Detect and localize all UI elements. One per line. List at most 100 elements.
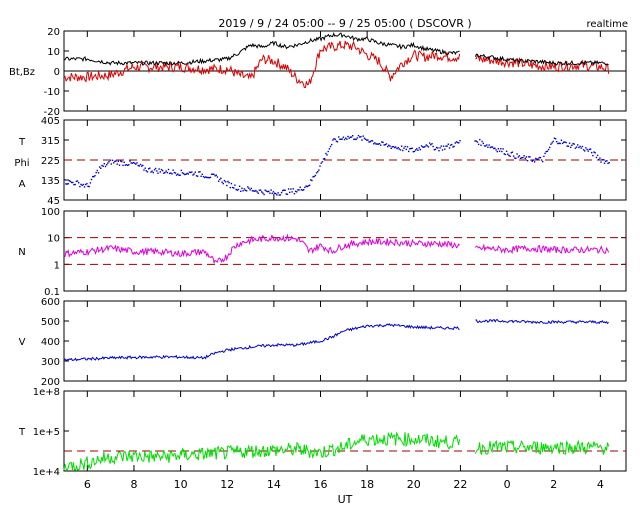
phi-point xyxy=(504,153,507,156)
phi-point xyxy=(544,152,546,155)
phi-point xyxy=(415,149,417,151)
phi-point xyxy=(205,176,207,178)
phi-point xyxy=(607,162,609,165)
phi-point xyxy=(538,156,540,159)
phi-point xyxy=(501,150,503,153)
phi-point xyxy=(241,187,243,189)
phi-point xyxy=(359,136,361,138)
phi-point xyxy=(392,145,395,148)
phi-point xyxy=(593,151,595,153)
y-tick-label: 1e+8 xyxy=(33,387,60,398)
phi-point xyxy=(177,173,179,175)
phi-point xyxy=(67,183,69,185)
phi-point xyxy=(553,137,556,139)
phi-point xyxy=(518,155,521,157)
phi-point xyxy=(515,157,517,160)
phi-point xyxy=(306,185,308,188)
phi-point xyxy=(455,141,458,143)
phi-point xyxy=(439,147,441,149)
phi-point xyxy=(307,185,310,187)
phi-point xyxy=(452,146,454,148)
phi-point xyxy=(137,164,139,167)
phi-point xyxy=(118,164,121,166)
phi-point xyxy=(154,167,157,170)
phi-point xyxy=(192,174,194,176)
phi-point xyxy=(226,184,228,187)
phi-point xyxy=(66,183,68,185)
phi-point xyxy=(83,186,86,188)
phi-point xyxy=(531,160,533,162)
phi-point xyxy=(535,157,537,160)
phi-point xyxy=(381,141,383,143)
phi-point xyxy=(435,146,438,149)
phi-point xyxy=(270,189,272,191)
phi-point xyxy=(567,145,570,147)
phi-point xyxy=(250,187,252,190)
phi-point xyxy=(511,151,514,153)
phi-point xyxy=(104,165,107,168)
phi-point xyxy=(540,159,543,161)
phi-point xyxy=(574,147,577,149)
series-line-v xyxy=(63,318,609,362)
phi-point xyxy=(194,171,196,173)
phi-point xyxy=(596,154,599,157)
phi-point xyxy=(86,182,88,185)
phi-point xyxy=(422,146,424,148)
y-tick-label: -20 xyxy=(44,107,60,118)
phi-point xyxy=(482,142,484,145)
phi-point xyxy=(263,193,265,196)
phi-point xyxy=(374,142,376,144)
phi-point xyxy=(487,146,489,148)
phi-point xyxy=(170,172,172,174)
phi-point xyxy=(603,162,606,164)
phi-point xyxy=(339,138,341,140)
phi-point xyxy=(573,143,575,145)
phi-point xyxy=(477,143,480,146)
y-tick-label: -10 xyxy=(44,87,60,98)
phi-point xyxy=(403,147,405,149)
phi-point xyxy=(187,173,189,175)
phi-point xyxy=(164,171,166,174)
phi-point xyxy=(336,141,339,143)
phi-point xyxy=(458,142,460,144)
phi-point xyxy=(552,140,554,143)
phi-point xyxy=(99,166,101,168)
phi-point xyxy=(384,144,386,146)
phi-point xyxy=(577,144,579,146)
phi-point xyxy=(526,160,529,162)
phi-point xyxy=(363,137,366,139)
phi-point xyxy=(71,181,73,184)
phi-point xyxy=(397,147,399,149)
phi-point xyxy=(158,168,160,170)
phi-point xyxy=(519,157,522,159)
phi-point xyxy=(279,194,282,196)
phi-point xyxy=(298,189,300,191)
phi-point xyxy=(89,182,92,184)
phi-point xyxy=(454,142,456,144)
phi-point xyxy=(545,150,547,153)
phi-point xyxy=(254,190,256,192)
phi-point xyxy=(484,145,487,147)
panel-frame xyxy=(63,300,627,382)
series-line-bt xyxy=(64,32,609,66)
phi-point xyxy=(93,176,95,178)
phi-point xyxy=(408,150,410,153)
phi-point xyxy=(361,139,363,141)
phi-point xyxy=(395,146,397,148)
phi-point xyxy=(479,138,481,141)
phi-point xyxy=(505,150,508,152)
x-tick-label: 4 xyxy=(597,478,604,491)
phi-point xyxy=(206,176,208,179)
y-axis-label: T xyxy=(18,137,26,148)
phi-point xyxy=(182,172,185,175)
phi-point xyxy=(291,191,293,193)
phi-point xyxy=(159,171,161,173)
phi-point xyxy=(202,175,205,178)
phi-point xyxy=(600,161,602,163)
phi-point xyxy=(318,169,320,171)
phi-point xyxy=(272,191,275,193)
phi-point xyxy=(332,139,334,141)
phi-point xyxy=(181,172,184,174)
phi-point xyxy=(509,155,511,157)
phi-point xyxy=(157,172,159,174)
